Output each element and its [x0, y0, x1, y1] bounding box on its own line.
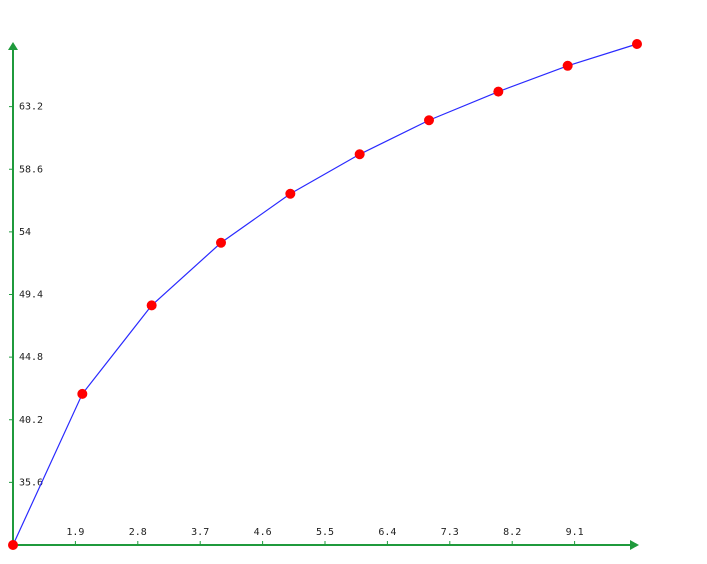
x-tick-label: 7.3 — [441, 527, 459, 538]
data-point — [77, 388, 88, 399]
data-point — [285, 188, 296, 199]
data-point — [146, 300, 157, 311]
x-tick-label: 8.2 — [503, 527, 521, 538]
x-tick-label: 5.5 — [316, 527, 334, 538]
x-tick-label: 9.1 — [566, 527, 584, 538]
data-point — [562, 60, 573, 71]
y-tick-label: 58.6 — [19, 164, 43, 175]
data-point — [493, 86, 504, 97]
y-tick-label: 54 — [19, 227, 31, 238]
y-tick-label: 44.8 — [19, 352, 43, 363]
x-tick-label: 2.8 — [129, 527, 147, 538]
x-tick-label: 1.9 — [66, 527, 84, 538]
x-axis-arrow — [630, 540, 639, 550]
y-tick-label: 49.4 — [19, 290, 43, 301]
data-point — [354, 149, 365, 160]
y-tick-label: 40.2 — [19, 415, 43, 426]
x-tick-label: 3.7 — [191, 527, 209, 538]
y-axis-arrow — [8, 42, 18, 50]
data-point — [632, 39, 642, 49]
y-tick-label: 35.6 — [19, 477, 43, 488]
series-line — [12, 43, 638, 546]
data-point — [424, 115, 434, 126]
x-tick-label: 4.6 — [254, 527, 272, 538]
data-point — [8, 540, 18, 550]
data-point — [216, 237, 226, 248]
x-tick-label: 6.4 — [378, 527, 396, 538]
y-tick-label: 63.2 — [19, 102, 43, 113]
